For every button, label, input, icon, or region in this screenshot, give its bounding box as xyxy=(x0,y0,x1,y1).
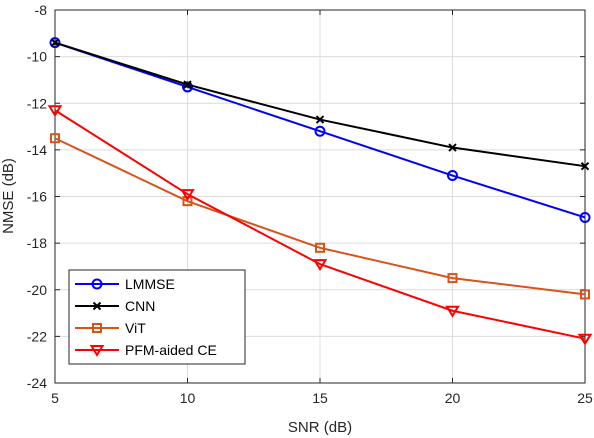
legend-label: LMMSE xyxy=(125,276,175,292)
legend-label: PFM-aided CE xyxy=(125,342,217,358)
x-tick-label: 5 xyxy=(51,390,59,406)
legend-label: CNN xyxy=(125,298,155,314)
legend-box xyxy=(68,269,246,365)
legend-item: CNN xyxy=(75,298,155,314)
x-axis-label: SNR (dB) xyxy=(288,419,352,436)
series-pfm-aided-ce xyxy=(47,105,593,346)
data-point xyxy=(445,305,460,318)
series-line xyxy=(54,137,586,296)
y-tick-label: -14 xyxy=(27,142,47,158)
legend: LMMSE CNN ViT PFM-aided CE xyxy=(68,269,246,365)
x-tick-label: 10 xyxy=(180,390,196,406)
data-point xyxy=(183,80,192,89)
axis-ticks: 5 10 15 20 25 -24 -22 -20 -18 -16 -14 -12 -10 -8 xyxy=(27,2,593,406)
y-tick-label: -20 xyxy=(27,282,47,298)
legend-label: ViT xyxy=(125,320,146,336)
series-line xyxy=(54,109,586,340)
legend-marker xyxy=(92,323,102,333)
series-vit xyxy=(50,133,590,300)
data-point xyxy=(50,38,60,47)
y-axis-label: NMSE (dB) xyxy=(0,158,17,234)
y-tick-label: -22 xyxy=(27,328,47,344)
y-tick-label: -24 xyxy=(27,375,47,391)
y-tick-label: -16 xyxy=(27,189,47,205)
legend-marker xyxy=(92,301,102,311)
data-point xyxy=(448,143,457,152)
series-lmmse xyxy=(49,37,591,223)
x-tick-label: 15 xyxy=(312,390,328,406)
y-tick-label: -10 xyxy=(27,49,47,65)
data-point xyxy=(180,189,195,202)
data-point xyxy=(182,196,193,207)
data-point xyxy=(315,242,325,253)
data-point xyxy=(580,289,590,300)
data-point xyxy=(50,133,60,144)
data-point xyxy=(312,259,328,272)
y-tick-label: -12 xyxy=(27,95,47,111)
series-line xyxy=(54,41,586,219)
legend-marker xyxy=(91,278,103,290)
data-point xyxy=(182,81,193,93)
legend-marker xyxy=(89,345,105,357)
legend-item: LMMSE xyxy=(75,276,175,292)
data-point xyxy=(447,170,458,182)
data-point xyxy=(447,273,458,284)
data-point xyxy=(49,37,61,49)
data-point xyxy=(580,161,590,171)
y-tick-label: -8 xyxy=(35,2,48,18)
data-point xyxy=(579,211,591,223)
x-tick-label: 20 xyxy=(445,390,461,406)
series-group xyxy=(47,37,593,346)
data-point xyxy=(314,125,326,137)
data-point xyxy=(47,105,63,118)
x-tick-label: 25 xyxy=(577,390,593,406)
data-point xyxy=(577,333,593,346)
legend-item: ViT xyxy=(75,320,146,336)
legend-item: PFM-aided CE xyxy=(75,342,217,358)
series-cnn xyxy=(50,38,590,171)
y-tick-label: -18 xyxy=(27,235,47,251)
data-point xyxy=(315,115,325,124)
